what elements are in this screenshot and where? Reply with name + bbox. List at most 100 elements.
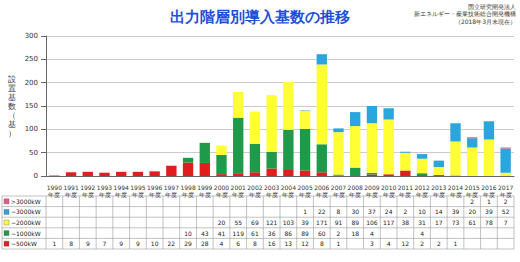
svg-text:年度: 年度 <box>115 191 127 198</box>
svg-text:2015: 2015 <box>465 184 480 191</box>
svg-text:1993: 1993 <box>97 184 112 191</box>
svg-text:年度: 年度 <box>450 191 462 198</box>
svg-text:0: 0 <box>34 172 38 180</box>
svg-text:年度: 年度 <box>216 191 228 198</box>
svg-text:150: 150 <box>25 102 38 110</box>
svg-text:50: 50 <box>29 149 38 157</box>
svg-text:171: 171 <box>316 219 328 226</box>
svg-text:1998: 1998 <box>180 184 195 191</box>
svg-text:121: 121 <box>266 219 278 226</box>
svg-text:年度: 年度 <box>65 191 77 198</box>
svg-text:出力階層別導入基数の推移: 出力階層別導入基数の推移 <box>170 8 350 26</box>
svg-text:年度: 年度 <box>399 191 411 198</box>
svg-text:12: 12 <box>301 240 309 247</box>
svg-text:2: 2 <box>504 198 508 205</box>
svg-text:2007: 2007 <box>331 184 346 191</box>
svg-text:55: 55 <box>234 219 242 226</box>
svg-text:~3000kW: ~3000kW <box>11 208 41 215</box>
svg-text:1997: 1997 <box>164 184 179 191</box>
svg-text:7: 7 <box>103 240 107 247</box>
svg-text:39: 39 <box>452 208 460 215</box>
svg-text:24: 24 <box>385 208 393 215</box>
svg-text:年度: 年度 <box>266 191 278 198</box>
svg-text:6: 6 <box>236 240 240 247</box>
svg-text:69: 69 <box>251 219 259 226</box>
svg-text:38: 38 <box>402 219 410 226</box>
svg-text:2: 2 <box>420 240 424 247</box>
svg-text:20: 20 <box>218 219 226 226</box>
svg-text:）: ） <box>8 129 16 138</box>
svg-text:31: 31 <box>418 219 426 226</box>
svg-text:2: 2 <box>470 198 474 205</box>
svg-text:年度: 年度 <box>48 191 60 198</box>
svg-text:年度: 年度 <box>182 191 194 198</box>
svg-text:9: 9 <box>119 240 123 247</box>
svg-text:2010: 2010 <box>381 184 396 191</box>
svg-text:8: 8 <box>320 240 324 247</box>
svg-text:13: 13 <box>285 240 293 247</box>
svg-text:年度: 年度 <box>416 191 428 198</box>
svg-text:2014: 2014 <box>448 184 463 191</box>
svg-text:1: 1 <box>52 240 56 247</box>
svg-text:1992: 1992 <box>80 184 95 191</box>
svg-text:61: 61 <box>251 230 259 237</box>
svg-text:国立研究開発法人: 国立研究開発法人 <box>468 3 516 10</box>
svg-text:2009: 2009 <box>364 184 379 191</box>
svg-text:2: 2 <box>437 240 441 247</box>
svg-text:年度: 年度 <box>199 191 211 198</box>
svg-text:設: 設 <box>8 75 16 84</box>
svg-text:2001: 2001 <box>231 184 246 191</box>
svg-text:2: 2 <box>337 230 341 237</box>
svg-text:基: 基 <box>8 93 16 102</box>
svg-text:1996: 1996 <box>147 184 162 191</box>
svg-text:年度: 年度 <box>466 191 478 198</box>
svg-text:年度: 年度 <box>282 191 294 198</box>
svg-text:78: 78 <box>485 219 493 226</box>
svg-text:年度: 年度 <box>500 191 512 198</box>
svg-text:250: 250 <box>25 55 38 63</box>
svg-text:52: 52 <box>502 208 510 215</box>
svg-text:10: 10 <box>151 240 159 247</box>
svg-text:20: 20 <box>468 208 476 215</box>
svg-text:2006: 2006 <box>314 184 329 191</box>
svg-text:年度: 年度 <box>99 191 111 198</box>
svg-text:基: 基 <box>8 120 16 129</box>
svg-text:1: 1 <box>454 240 458 247</box>
svg-text:73: 73 <box>452 219 460 226</box>
svg-text:8: 8 <box>69 240 73 247</box>
svg-text:~1000kW: ~1000kW <box>11 230 41 237</box>
svg-text:2003: 2003 <box>264 184 279 191</box>
svg-text:（2018年3月末現在）: （2018年3月末現在） <box>455 18 516 26</box>
svg-text:41: 41 <box>218 230 226 237</box>
svg-text:117: 117 <box>383 219 395 226</box>
svg-text:18: 18 <box>351 230 359 237</box>
svg-text:年度: 年度 <box>433 191 445 198</box>
svg-text:年度: 年度 <box>249 191 261 198</box>
svg-text:置: 置 <box>8 84 16 93</box>
svg-text:2005: 2005 <box>297 184 312 191</box>
svg-text:1995: 1995 <box>130 184 145 191</box>
svg-text:2012: 2012 <box>414 184 429 191</box>
svg-text:2004: 2004 <box>281 184 296 191</box>
svg-text:1990: 1990 <box>47 184 62 191</box>
svg-text:14: 14 <box>435 208 443 215</box>
svg-text:61: 61 <box>468 219 476 226</box>
svg-text:2002: 2002 <box>247 184 262 191</box>
svg-text:年度: 年度 <box>316 191 328 198</box>
svg-text:30: 30 <box>351 208 359 215</box>
svg-text:年度: 年度 <box>232 191 244 198</box>
svg-text:1991: 1991 <box>63 184 78 191</box>
svg-text:10: 10 <box>184 230 192 237</box>
svg-text:4: 4 <box>370 230 374 237</box>
svg-text:22: 22 <box>318 208 326 215</box>
svg-text:86: 86 <box>285 230 293 237</box>
svg-text:数: 数 <box>8 102 16 111</box>
svg-text:年度: 年度 <box>366 191 378 198</box>
svg-text:106: 106 <box>366 219 378 226</box>
svg-text:10: 10 <box>418 208 426 215</box>
svg-text:1999: 1999 <box>197 184 212 191</box>
svg-text:2000: 2000 <box>214 184 229 191</box>
svg-text:年度: 年度 <box>149 191 161 198</box>
svg-text:年度: 年度 <box>349 191 361 198</box>
svg-text:1: 1 <box>487 198 491 205</box>
